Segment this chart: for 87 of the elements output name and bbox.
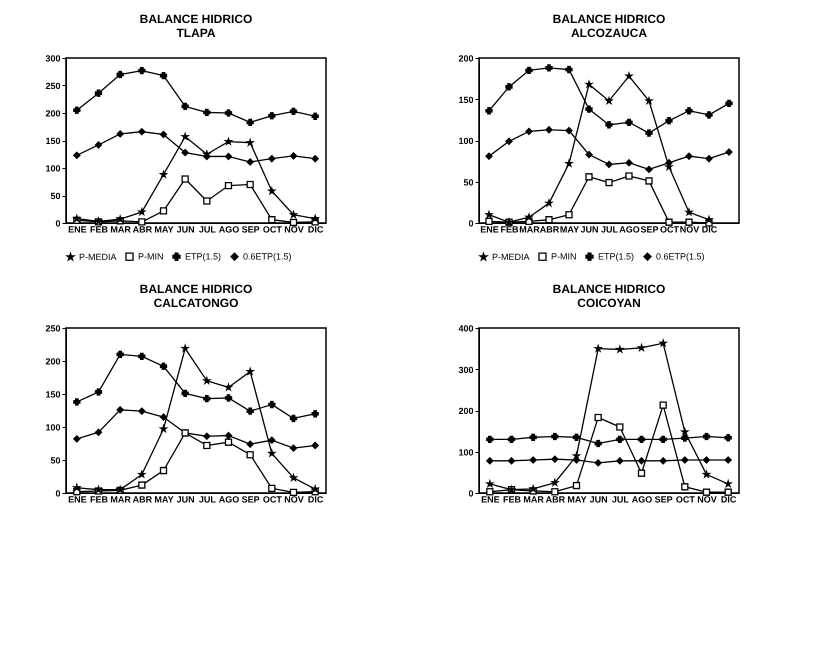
y-tick-label: 200 [458, 406, 474, 416]
x-tick-label: MAR [519, 224, 540, 234]
legend-label: ETP(1.5) [598, 252, 634, 262]
y-tick-label: 50 [50, 191, 60, 201]
y-tick-label: 100 [458, 447, 474, 458]
x-tick-label: AGO [632, 494, 652, 504]
y-tick-label: 150 [45, 390, 60, 400]
y-tick-label: 200 [45, 108, 60, 118]
text: BALANCE HIDRICO [552, 282, 666, 296]
x-tick-label: ABR [132, 494, 153, 504]
x-tick-label: JUN [176, 224, 195, 234]
x-tick-label: SEP [654, 494, 673, 504]
x-tick-label: OCT [262, 224, 282, 234]
x-tick-label: MAR [110, 224, 132, 234]
x-tick-label: DIC [720, 494, 737, 504]
legend-label: ETP(1.5) [185, 252, 222, 262]
text: TLAPA [176, 26, 216, 40]
x-tick-label: JUL [198, 494, 216, 504]
x-tick-label: MAY [154, 494, 174, 504]
x-tick-label: ABR [540, 224, 560, 234]
x-tick-label: JUN [580, 224, 599, 234]
y-tick-label: 200 [45, 356, 60, 366]
x-tick-label: DIC [308, 224, 324, 234]
x-tick-label: FEB [500, 224, 519, 234]
x-tick-label: AGO [218, 494, 240, 504]
legend-label: 0.6ETP(1.5) [656, 252, 705, 262]
x-tick-label: MAR [523, 494, 544, 504]
text: BALANCE HIDRICO [552, 12, 666, 26]
y-tick-label: 150 [45, 136, 60, 146]
x-tick-label: JUL [600, 224, 618, 234]
y-tick-label: 0 [468, 488, 474, 498]
x-tick-label: DIC [702, 224, 718, 234]
text: CALCATONGO [154, 296, 238, 310]
x-tick-label: FEB [503, 494, 522, 504]
y-tick-label: 150 [458, 94, 474, 105]
y-tick-label: 250 [45, 324, 60, 334]
y-tick-label: 200 [458, 54, 474, 64]
y-tick-label: 100 [45, 422, 60, 432]
x-tick-label: AGO [218, 224, 240, 234]
x-tick-label: NOV [284, 224, 304, 234]
x-tick-label: JUN [176, 494, 195, 504]
y-tick-label: 0 [55, 218, 60, 228]
y-tick-label: 250 [45, 81, 60, 91]
text: BALANCE HIDRICO [140, 12, 252, 26]
x-tick-label: MAY [560, 224, 580, 234]
x-tick-label: JUL [198, 224, 216, 234]
x-tick-label: ENE [68, 494, 87, 504]
x-tick-label: FEB [90, 494, 108, 504]
legend-label: 0.6ETP(1.5) [243, 252, 292, 262]
x-tick-label: SEP [242, 224, 260, 234]
y-tick-label: 0 [468, 218, 474, 228]
y-tick-label: 300 [458, 364, 474, 375]
x-tick-label: JUN [590, 494, 608, 504]
x-tick-label: JUL [612, 494, 630, 504]
legend-label: P-MEDIA [492, 252, 530, 262]
x-tick-label: ABR [546, 494, 566, 504]
x-tick-label: NOV [284, 494, 304, 504]
x-tick-label: ABR [132, 224, 153, 234]
legend-label: P-MIN [138, 252, 164, 262]
y-tick-label: 50 [50, 456, 60, 466]
x-tick-label: SEP [640, 224, 659, 234]
x-tick-label: MAR [110, 494, 132, 504]
x-tick-label: NOV [680, 224, 700, 234]
x-tick-label: ENE [480, 224, 499, 234]
text: COICOYAN [577, 296, 641, 310]
y-tick-label: 100 [458, 136, 474, 146]
legend-label: P-MEDIA [79, 252, 117, 262]
legend-label: P-MIN [551, 252, 576, 262]
x-tick-label: ENE [68, 224, 87, 234]
x-tick-label: ENE [481, 494, 500, 504]
y-tick-label: 100 [45, 164, 60, 174]
x-tick-label: MAY [154, 224, 174, 234]
text: ALCOZAUCA [571, 26, 647, 40]
y-tick-label: 300 [45, 54, 60, 64]
x-tick-label: DIC [308, 494, 324, 504]
x-tick-label: NOV [697, 494, 717, 504]
x-tick-label: SEP [242, 494, 260, 504]
y-tick-label: 0 [55, 488, 60, 498]
x-tick-label: FEB [90, 224, 108, 234]
x-tick-label: AGO [619, 224, 640, 234]
text: BALANCE HIDRICO [140, 282, 252, 296]
y-tick-label: 400 [458, 324, 474, 334]
x-tick-label: OCT [660, 224, 680, 234]
x-tick-label: MAY [567, 494, 587, 504]
x-tick-label: OCT [262, 494, 282, 504]
x-tick-label: OCT [676, 494, 696, 504]
y-tick-label: 50 [463, 177, 474, 188]
